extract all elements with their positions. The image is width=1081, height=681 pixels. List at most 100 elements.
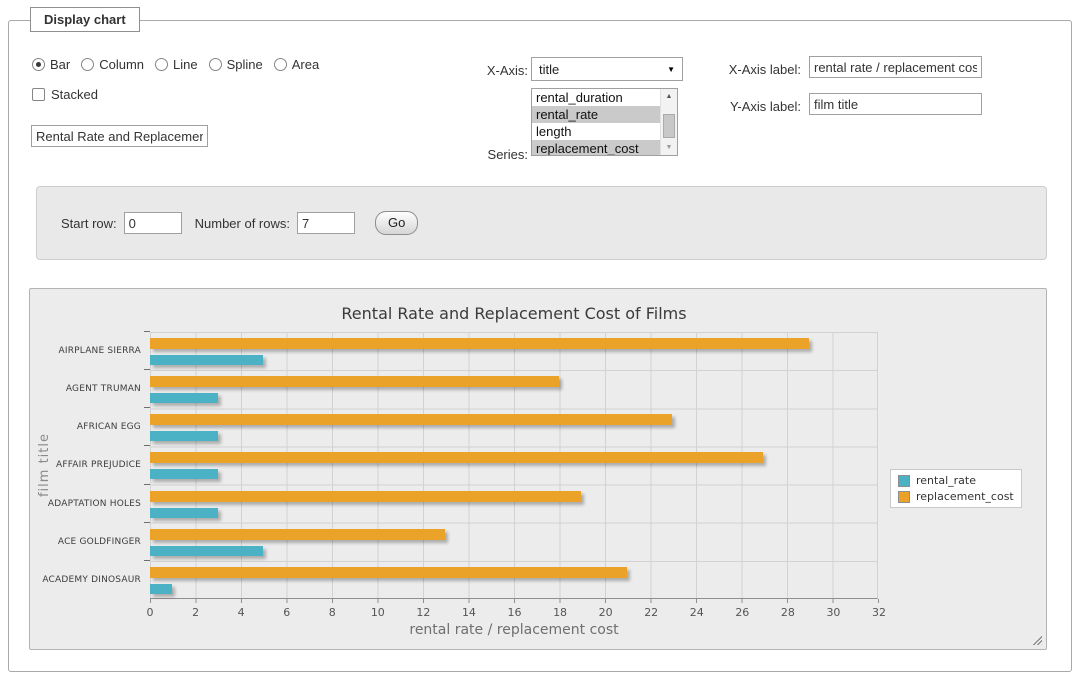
series-options: rental_duration rental_rate length repla… (532, 89, 660, 155)
x-tick: 28 (780, 606, 795, 619)
x-tick: 16 (507, 606, 522, 619)
x-tick: 4 (237, 606, 245, 619)
x-axis-label-input[interactable] (809, 56, 982, 78)
chart-type-radio-group: Bar Column Line Spline Area (32, 57, 330, 72)
legend-label: rental_rate (916, 474, 976, 487)
rental-rate-swatch-icon (898, 474, 910, 487)
resize-handle-icon[interactable] (1031, 634, 1042, 645)
replacement-cost-bar (150, 338, 809, 349)
x-tick: 12 (416, 606, 431, 619)
chart-type-line[interactable]: Line (155, 57, 198, 72)
scroll-up-icon[interactable]: ▲ (665, 93, 673, 100)
radio-icon (208, 58, 222, 71)
x-tick: 6 (283, 606, 291, 619)
stacked-option[interactable]: Stacked (32, 87, 98, 102)
radio-icon (81, 58, 95, 71)
bar-group: ACE GOLDFINGER (58, 521, 877, 561)
row-range-panel: Start row: Number of rows: Go (36, 186, 1047, 260)
x-tick: 10 (370, 606, 385, 619)
chart-title: Rental Rate and Replacement Cost of Film… (341, 304, 687, 323)
number-of-rows-input[interactable] (297, 212, 355, 234)
chart-container: Rental Rate and Replacement Cost of Film… (29, 288, 1047, 650)
chart-type-bar-label: Bar (50, 57, 71, 72)
x-tick: 22 (644, 606, 659, 619)
rental-rate-bar (150, 431, 218, 442)
x-axis-select[interactable]: title ▼ (531, 57, 683, 81)
chart-type-column[interactable]: Column (81, 57, 144, 72)
x-axis-selected-value: title (539, 61, 560, 77)
stacked-label: Stacked (51, 87, 98, 102)
x-tick: 32 (872, 606, 886, 619)
start-row-input[interactable] (123, 212, 182, 234)
rental-rate-bar (150, 355, 264, 365)
rental-rate-bar (150, 545, 264, 556)
bar-group: ACADEMY DINOSAUR (42, 559, 877, 599)
x-axis-select-label: X-Axis: (486, 63, 528, 78)
rental-rate-bar (150, 393, 218, 404)
checkbox-icon (32, 88, 45, 101)
category-label: ADAPTATION HOLES (47, 498, 141, 509)
chart-type-area[interactable]: Area (273, 57, 320, 72)
category-label: AIRPLANE SIERRA (58, 346, 141, 357)
scroll-down-icon[interactable]: ▼ (665, 144, 673, 151)
replacement-cost-swatch-icon (898, 490, 910, 503)
number-of-rows-label: Number of rows: (194, 215, 290, 231)
x-axis-tick-labels: 0 2 4 6 8 10 12 14 16 18 20 22 24 26 28 … (146, 606, 887, 619)
x-tick: 14 (461, 606, 476, 619)
rental-rate-bar (150, 583, 173, 594)
replacement-cost-bar (150, 566, 627, 578)
fieldset-legend: Display chart (30, 7, 140, 32)
replacement-cost-bar (150, 490, 582, 502)
x-tick: 0 (146, 606, 154, 619)
plot-area: AIRPLANE SIERRA AGENT TRUMAN AFRICAN EGG… (42, 330, 878, 599)
series-option-rental-duration[interactable]: rental_duration (536, 90, 623, 105)
series-select-label: Series: (487, 147, 528, 162)
chart-type-spline-label: Spline (226, 57, 263, 72)
radio-icon (155, 58, 169, 71)
x-tick: 30 (826, 606, 841, 619)
series-multiselect: rental_duration rental_rate length repla… (531, 88, 678, 156)
series-option-length[interactable]: length (536, 124, 572, 139)
go-button[interactable]: Go (375, 211, 419, 235)
category-label: ACADEMY DINOSAUR (42, 574, 141, 585)
chart-legend: rental_rate replacement_cost (890, 469, 1022, 508)
bar-group: AGENT TRUMAN (66, 369, 877, 408)
x-tick: 18 (553, 606, 568, 619)
radio-icon (273, 58, 287, 71)
x-axis-title: rental rate / replacement cost (409, 622, 619, 638)
x-axis-tick-marks (150, 599, 879, 603)
chart-type-bar[interactable]: Bar (32, 57, 70, 72)
chart-title-input[interactable] (31, 125, 208, 147)
category-label: ACE GOLDFINGER (57, 536, 141, 547)
chart-type-spline[interactable]: Spline (208, 57, 263, 72)
x-tick: 20 (598, 606, 613, 619)
x-tick: 8 (328, 606, 336, 619)
radio-selected-icon (32, 58, 45, 71)
rental-rate-bar (150, 507, 218, 518)
replacement-cost-bar (150, 528, 446, 540)
chevron-down-icon: ▼ (667, 64, 675, 74)
legend-label: replacement_cost (916, 490, 1014, 503)
x-tick: 26 (735, 606, 750, 619)
x-tick: 2 (192, 606, 200, 619)
chart-type-column-label: Column (99, 57, 145, 72)
category-label: AFFAIR PREJUDICE (56, 460, 141, 471)
y-axis-title: film title (36, 433, 52, 498)
chart-type-area-label: Area (291, 57, 320, 72)
category-label: AGENT TRUMAN (65, 384, 141, 395)
series-option-rental-rate[interactable]: rental_rate (532, 106, 660, 123)
bar-group: AIRPLANE SIERRA (58, 330, 877, 370)
x-tick: 24 (689, 606, 704, 619)
bar-group: AFRICAN EGG (77, 407, 877, 446)
replacement-cost-bar (150, 452, 764, 464)
series-scrollbar[interactable]: ▲ ▼ (660, 89, 677, 155)
legend-item-rental-rate: rental_rate (898, 474, 1014, 487)
bar-group: ADAPTATION HOLES (48, 483, 877, 523)
chart-type-line-label: Line (173, 57, 198, 72)
scrollbar-thumb[interactable] (663, 114, 675, 138)
y-axis-label-caption: Y-Axis label: (729, 99, 801, 114)
display-chart-fieldset: Display chart Bar Column Line Spline Are… (8, 7, 1072, 672)
series-option-replacement-cost[interactable]: replacement_cost (532, 140, 660, 155)
start-row-label: Start row: (61, 215, 117, 231)
y-axis-label-input[interactable] (809, 93, 982, 115)
